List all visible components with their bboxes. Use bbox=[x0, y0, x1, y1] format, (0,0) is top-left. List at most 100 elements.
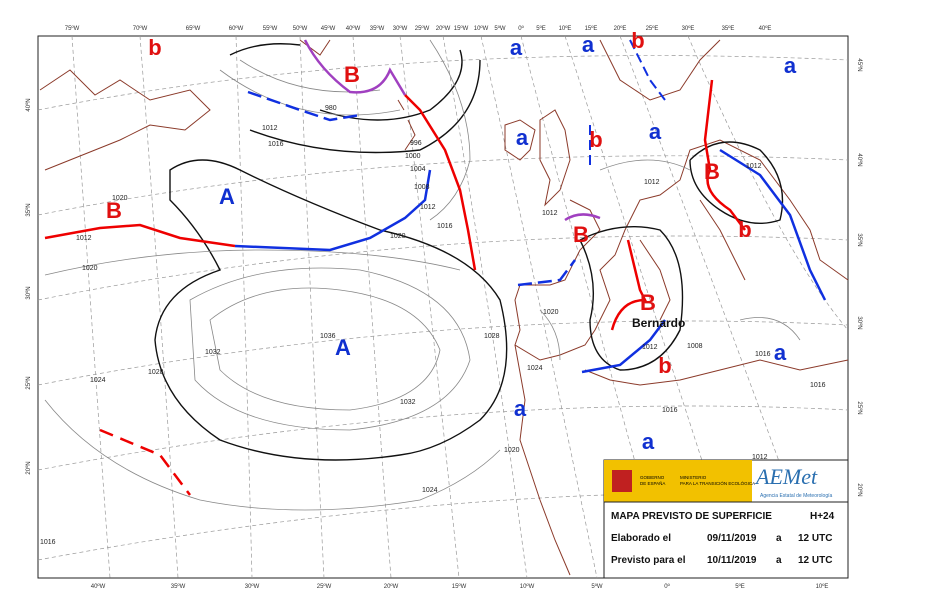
lon-label: 0º bbox=[518, 25, 524, 32]
isobar-label: 1032 bbox=[205, 349, 221, 356]
lon-label: 35ºE bbox=[722, 25, 735, 32]
pressure-center: b bbox=[631, 28, 644, 53]
isobar-label: 1016 bbox=[662, 407, 678, 414]
lat-label: 35ºN bbox=[856, 233, 863, 246]
lon-label: 70ºW bbox=[133, 25, 148, 32]
gov-1: GOBIERNO bbox=[640, 475, 665, 480]
lon-label: 25ºW bbox=[415, 25, 430, 32]
lon-label: 10ºE bbox=[816, 583, 829, 590]
lat-label: 25ºN bbox=[856, 401, 863, 414]
isobar-label: 1012 bbox=[642, 344, 658, 351]
isobar-label: 1012 bbox=[542, 210, 558, 217]
isobar-label: 1000 bbox=[405, 153, 421, 160]
isobar-label: 1016 bbox=[437, 223, 453, 230]
lat-label: 40ºN bbox=[856, 153, 863, 166]
row-time: 12 UTC bbox=[798, 533, 832, 544]
pressure-center: a bbox=[774, 340, 787, 365]
isobar-label: 1020 bbox=[82, 265, 98, 272]
lead-time: H+24 bbox=[810, 511, 835, 522]
isobar-label: 1012 bbox=[76, 235, 92, 242]
lat-label: 40ºN bbox=[25, 98, 32, 111]
lon-label: 5ºW bbox=[494, 25, 506, 32]
isobar-label: 1016 bbox=[40, 539, 56, 546]
lon-label: 10ºW bbox=[520, 583, 535, 590]
lon-label: 30ºE bbox=[682, 25, 695, 32]
isobar-label: 1012 bbox=[746, 163, 762, 170]
isobar-label: 980 bbox=[325, 105, 337, 112]
lon-label: 50ºW bbox=[293, 25, 308, 32]
lon-label: 10ºE bbox=[559, 25, 572, 32]
lon-label: 35ºW bbox=[370, 25, 385, 32]
ministry-2: PARA LA TRANSICIÓN ECOLÓGICA bbox=[680, 480, 755, 486]
pressure-center: b bbox=[589, 127, 602, 152]
pressure-center: A bbox=[219, 184, 235, 209]
isobar-label: 1024 bbox=[422, 487, 438, 494]
lon-label: 45ºW bbox=[321, 25, 336, 32]
pressure-center: a bbox=[582, 32, 595, 57]
brand: AEMet bbox=[754, 464, 818, 489]
pressure-center: B bbox=[640, 290, 656, 315]
isobar-label: 1008 bbox=[414, 184, 430, 191]
lon-label: 25ºW bbox=[317, 583, 332, 590]
isobar-label: 1020 bbox=[543, 309, 559, 316]
pressure-center: a bbox=[642, 429, 655, 454]
row-date: 10/11/2019 bbox=[707, 555, 757, 566]
lon-label: 40ºE bbox=[759, 25, 772, 32]
lon-label: 65ºW bbox=[186, 25, 201, 32]
lon-label: 30ºW bbox=[393, 25, 408, 32]
lon-label: 35ºW bbox=[171, 583, 186, 590]
pressure-center: b bbox=[738, 217, 751, 242]
lat-label: 25ºN bbox=[25, 376, 32, 389]
isobar-label: 1020 bbox=[390, 233, 406, 240]
pressure-center: a bbox=[649, 119, 662, 144]
lon-label: 0º bbox=[664, 583, 670, 590]
pressure-center: b bbox=[658, 353, 671, 378]
lat-label: 30ºN bbox=[25, 286, 32, 299]
lon-label: 5ºE bbox=[536, 25, 546, 32]
pressure-center: A bbox=[335, 335, 351, 360]
lon-label: 15ºW bbox=[452, 583, 467, 590]
row-date: 09/11/2019 bbox=[707, 533, 757, 544]
pressure-center: B bbox=[106, 198, 122, 223]
storm-name: Bernardo bbox=[632, 316, 685, 330]
isobar-label: 1016 bbox=[755, 351, 771, 358]
lon-label: 75ºW bbox=[65, 25, 80, 32]
lon-label: 60ºW bbox=[229, 25, 244, 32]
isobar-label: 1028 bbox=[484, 333, 500, 340]
pressure-center: a bbox=[510, 35, 523, 60]
isobar-label: 1012 bbox=[644, 179, 660, 186]
lon-label: 5ºW bbox=[591, 583, 603, 590]
lon-label: 40ºW bbox=[346, 25, 361, 32]
gov-2: DE ESPAÑA bbox=[640, 480, 665, 486]
isobar-label: 1012 bbox=[752, 454, 768, 461]
isobar-label: 1028 bbox=[148, 369, 164, 376]
pressure-center: B bbox=[344, 62, 360, 87]
isobar-label: 1012 bbox=[420, 204, 436, 211]
pressure-center: a bbox=[784, 53, 797, 78]
isobar-label: 1024 bbox=[527, 365, 543, 372]
isobar-label: 996 bbox=[410, 140, 422, 147]
row-sep: a bbox=[776, 555, 782, 566]
isobar-label: 1020 bbox=[112, 195, 128, 202]
isobar-label: 1012 bbox=[262, 125, 278, 132]
pressure-center: a bbox=[514, 396, 527, 421]
lon-label: 20ºE bbox=[614, 25, 627, 32]
isobar-label: 1036 bbox=[320, 333, 336, 340]
lat-label: 20ºN bbox=[25, 461, 32, 474]
row-label: Previsto para el bbox=[611, 555, 686, 566]
lon-label: 25ºE bbox=[646, 25, 659, 32]
lat-label: 45ºN bbox=[856, 58, 863, 71]
fronts bbox=[44, 39, 827, 496]
isobar-label: 1016 bbox=[810, 382, 826, 389]
isobar-label: 1020 bbox=[504, 447, 520, 454]
lat-label: 35ºN bbox=[25, 203, 32, 216]
lon-label: 15ºE bbox=[585, 25, 598, 32]
brand-sub: Agencia Estatal de Meteorología bbox=[760, 493, 832, 499]
lon-label: 55ºW bbox=[263, 25, 278, 32]
lon-label: 5ºE bbox=[735, 583, 745, 590]
lon-label: 20ºW bbox=[384, 583, 399, 590]
lon-label: 20ºW bbox=[436, 25, 451, 32]
lat-label: 20ºN bbox=[856, 483, 863, 496]
legend: GOBIERNO DE ESPAÑA MINISTERIO PARA LA TR… bbox=[603, 459, 849, 579]
row-label: Elaborado el bbox=[611, 533, 671, 544]
